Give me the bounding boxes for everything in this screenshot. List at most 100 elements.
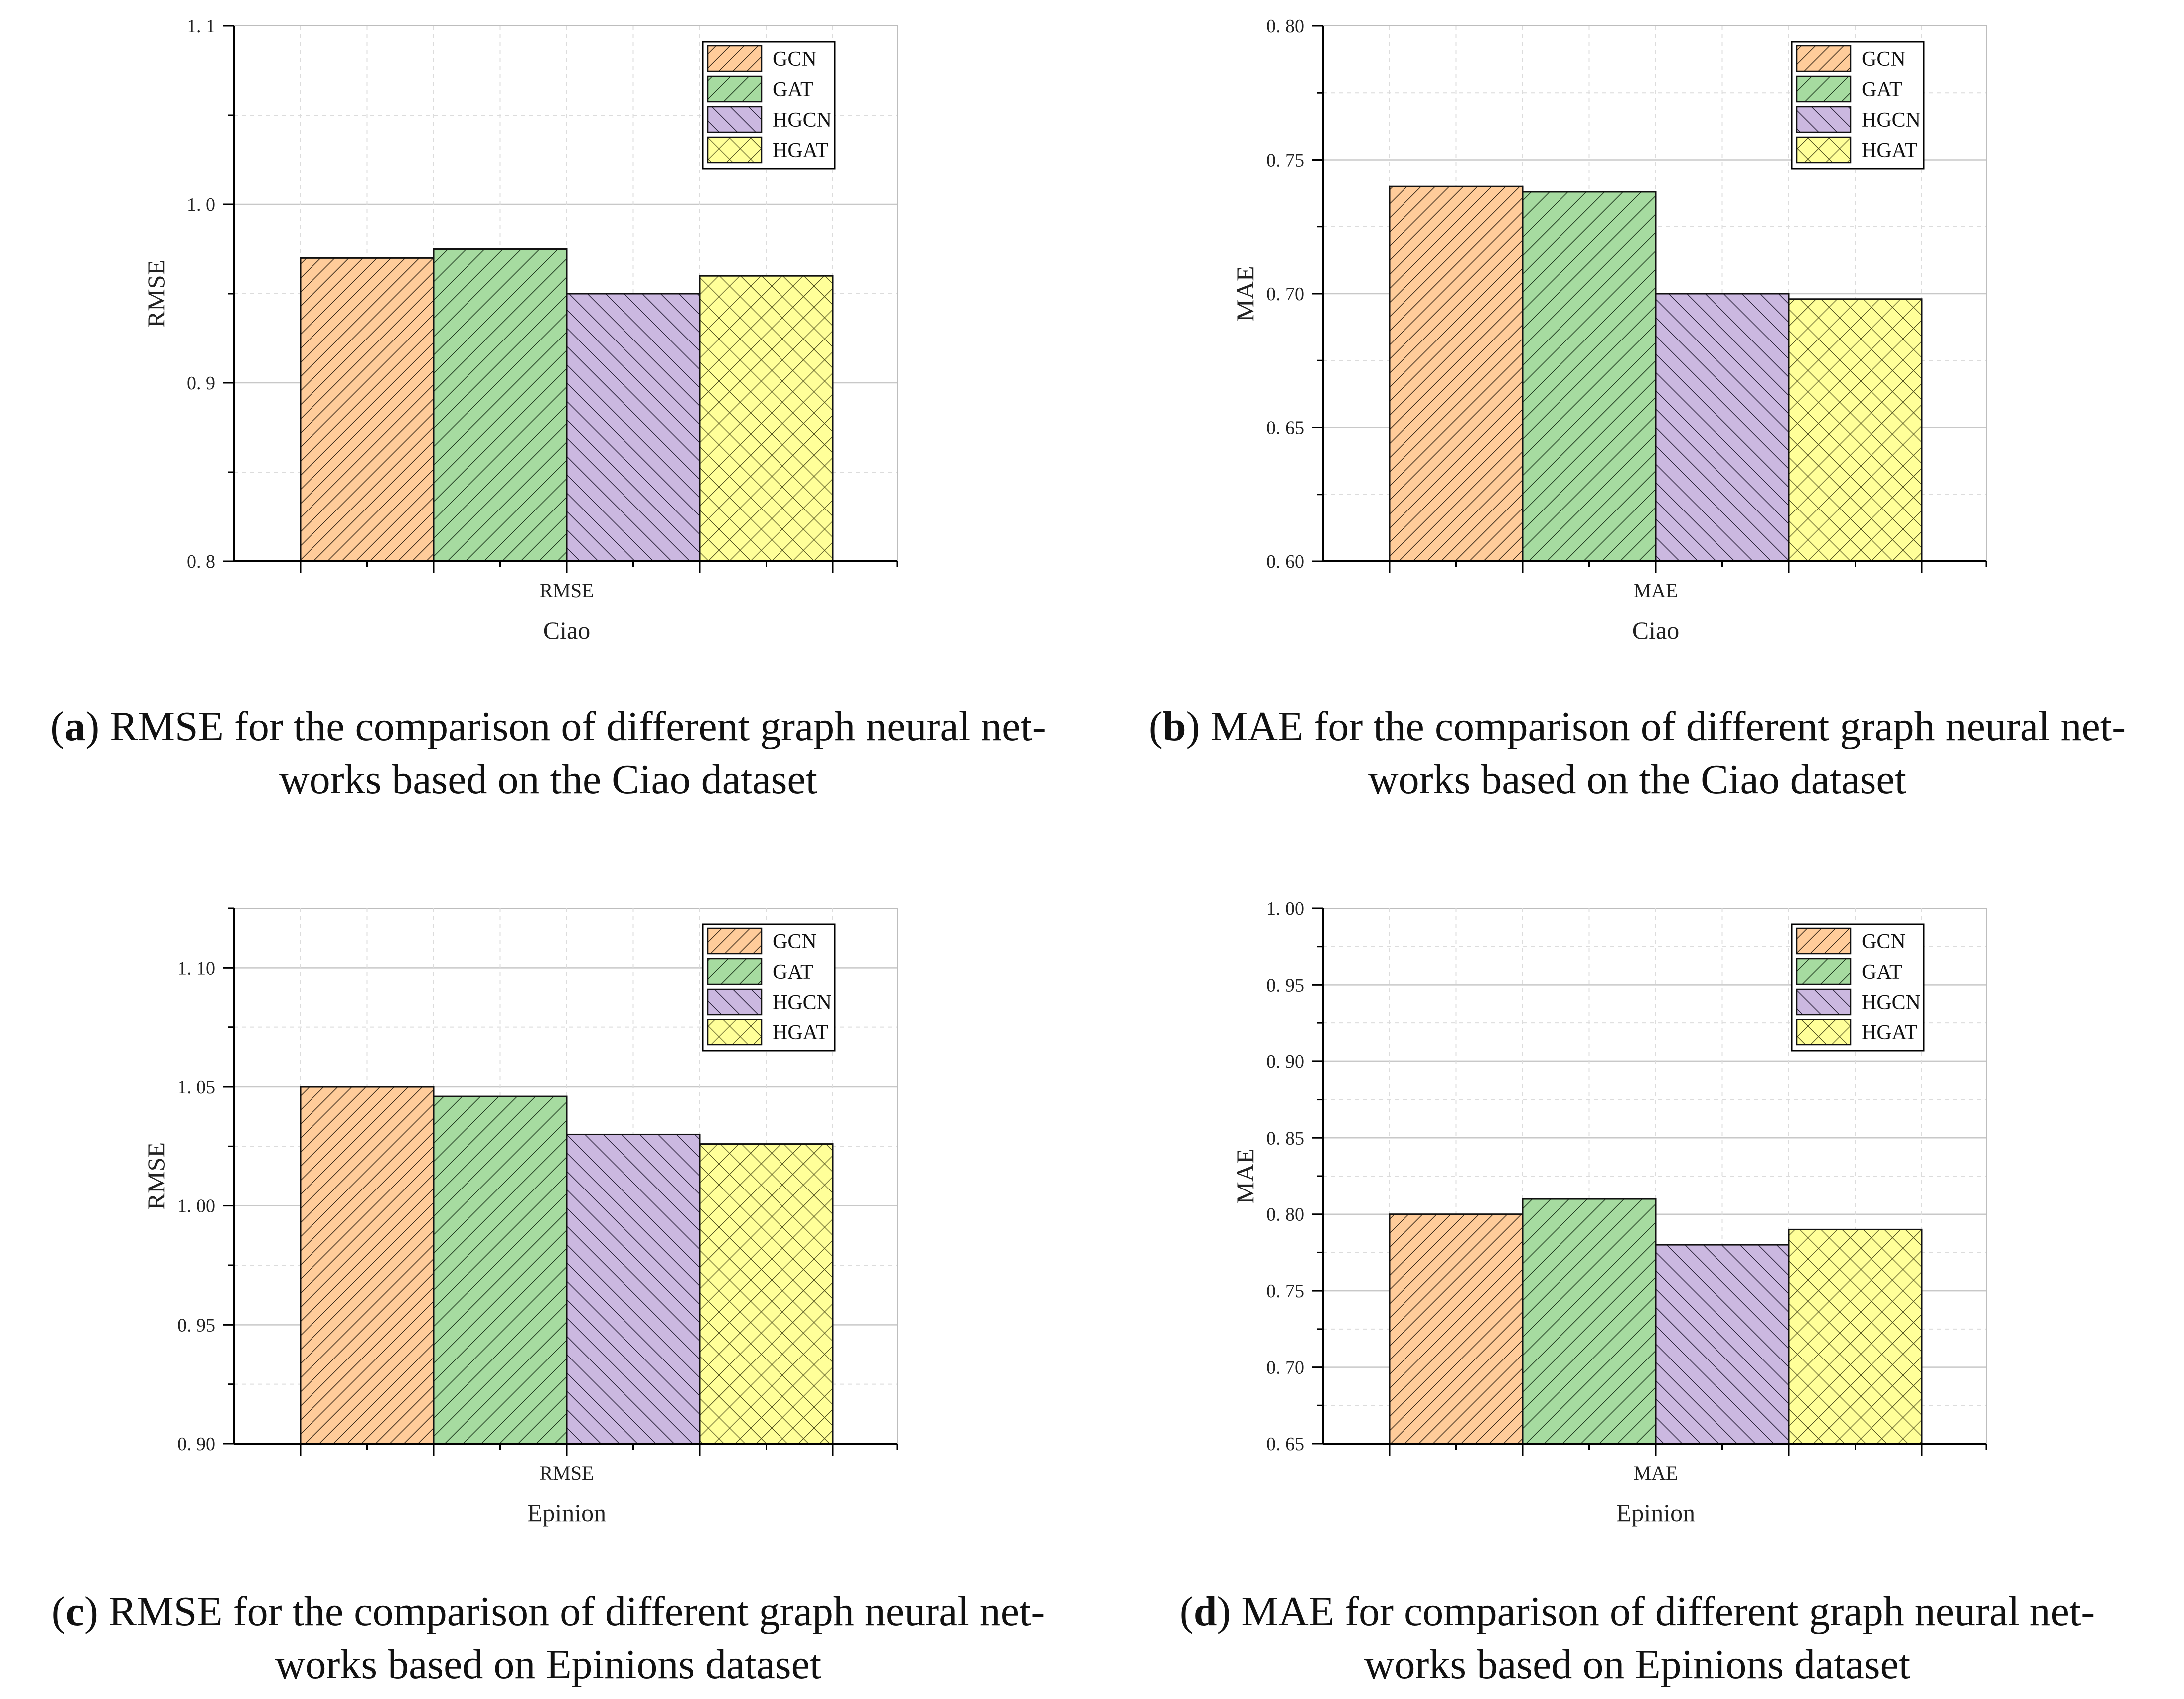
x-axis-title: Ciao: [1632, 616, 1679, 644]
bar-hgat: [699, 275, 834, 562]
legend-swatch-gat: [1796, 958, 1852, 985]
y-tick-label: 1. 1: [187, 16, 215, 37]
y-tick-label: 1. 05: [177, 1077, 215, 1098]
legend-label-hgat: HGAT: [773, 1021, 828, 1044]
bar-gcn: [300, 257, 435, 562]
legend-label-gcn: GCN: [773, 930, 817, 953]
bar-gat: [1522, 191, 1657, 562]
caption-a-line1: ) RMSE for the comparison of different g…: [85, 703, 1046, 750]
bar-hgat: [1788, 1228, 1923, 1445]
legend-label-gcn: GCN: [773, 48, 817, 71]
bar-hgcn: [1655, 1244, 1790, 1445]
y-tick-label: 1. 10: [177, 958, 215, 979]
chart-panel-a: 0. 8 0. 9 1. 0 1. 1 RMSE Ciao RMSE GCN GAT HGCN HG…: [142, 16, 898, 644]
caption-c: (c) RMSE for the comparison of different…: [51, 1588, 1045, 1688]
caption-b-line1: ) MAE for the comparison of different gr…: [1186, 703, 2126, 750]
bar-gat: [433, 1095, 568, 1445]
y-tick-label: 0. 75: [1266, 150, 1304, 171]
legend-swatch-hgcn: [707, 988, 763, 1016]
y-tick-label: 0. 95: [1266, 975, 1304, 996]
y-tick-label: 0. 80: [1266, 1204, 1304, 1225]
legend-swatch-gat: [707, 75, 763, 103]
legend-label-hgat: HGAT: [1862, 139, 1917, 162]
caption-d: (d) MAE for comparison of different grap…: [1179, 1588, 2095, 1688]
legend-swatch-gat: [1796, 75, 1852, 103]
chart-panel-c: 0. 90 0. 95 1. 00 1. 05 1. 10 RMSE Epinion RMSE…: [142, 907, 898, 1527]
y-tick-label: 0. 95: [177, 1315, 215, 1336]
legend-label-gat: GAT: [1862, 961, 1902, 984]
legend-swatch-gat: [707, 958, 763, 985]
bar-hgcn: [566, 293, 701, 562]
legend-label-gat: GAT: [773, 961, 813, 984]
bar-gat: [433, 248, 568, 562]
x-category-label: RMSE: [540, 579, 594, 602]
legend-swatch-hgcn: [1796, 988, 1852, 1016]
caption-c-letter: c: [65, 1588, 84, 1635]
x-category-label: MAE: [1634, 1462, 1678, 1484]
bar-hgcn: [566, 1133, 701, 1445]
caption-a: (a) RMSE for the comparison of different…: [50, 703, 1046, 803]
y-tick-label: 0. 75: [1266, 1281, 1304, 1302]
caption-d-line2: works based on Epinions dataset: [1364, 1641, 1911, 1688]
y-tick-label: 0. 60: [1266, 551, 1304, 572]
legend-swatch-gcn: [707, 45, 763, 72]
legend-label-hgcn: HGCN: [1862, 991, 1921, 1014]
chart-panel-d: 0. 65 0. 70 0. 75 0. 80 0. 85 0. 90 0. 95 1. 00…: [1231, 898, 1987, 1527]
y-tick-label: 0. 9: [187, 373, 215, 394]
y-tick-label: 1. 0: [187, 194, 215, 215]
caption-b: (b) MAE for the comparison of different …: [1148, 703, 2126, 803]
x-axis-title: Epinion: [1616, 1499, 1695, 1527]
legend-swatch-hgat: [1796, 1019, 1852, 1046]
caption-b-letter: b: [1162, 703, 1186, 750]
bar-gcn: [1389, 185, 1524, 562]
y-tick-label: 1. 00: [1266, 898, 1304, 919]
x-category-label: RMSE: [540, 1462, 594, 1484]
caption-d-letter: d: [1193, 1588, 1217, 1635]
legend-label-gat: GAT: [1862, 78, 1902, 101]
bar-gat: [1522, 1198, 1657, 1445]
bar-hgat: [1788, 298, 1923, 562]
caption-b-line2: works based on the Ciao dataset: [1368, 756, 1907, 803]
legend-label-gcn: GCN: [1862, 930, 1906, 953]
legend-swatch-hgcn: [1796, 106, 1852, 133]
legend-swatch-hgat: [707, 1019, 763, 1046]
x-axis-title: Epinion: [527, 1499, 606, 1527]
legend-swatch-hgcn: [707, 106, 763, 133]
y-tick-label: 0. 65: [1266, 418, 1304, 439]
legend-label-gcn: GCN: [1862, 48, 1906, 71]
caption-a-letter: a: [64, 703, 86, 750]
y-tick-label: 0. 70: [1266, 1358, 1304, 1378]
y-tick-label: 0. 70: [1266, 284, 1304, 305]
legend-swatch-hgat: [707, 136, 763, 164]
chart-panel-b: 0. 60 0. 65 0. 70 0. 75 0. 80 MAE Ciao MAE GCN GA…: [1231, 16, 1987, 644]
bar-gcn: [300, 1086, 435, 1445]
legend-swatch-gcn: [707, 927, 763, 955]
y-axis-title: RMSE: [142, 1142, 170, 1210]
caption-c-line2: works based on Epinions dataset: [275, 1641, 822, 1688]
y-tick-label: 0. 8: [187, 551, 215, 572]
y-tick-label: 0. 80: [1266, 16, 1304, 37]
y-axis-title: MAE: [1231, 266, 1259, 321]
y-axis-title: MAE: [1231, 1148, 1259, 1203]
legend-label-hgcn: HGCN: [773, 109, 832, 132]
y-tick-label: 0. 90: [177, 1434, 215, 1455]
y-tick-label: 0. 65: [1266, 1434, 1304, 1455]
legend-swatch-gcn: [1796, 45, 1852, 72]
caption-d-line1: ) MAE for comparison of different graph …: [1217, 1588, 2095, 1635]
legend-label-hgat: HGAT: [773, 139, 828, 162]
bar-hgcn: [1655, 293, 1790, 562]
x-axis-title: Ciao: [543, 616, 590, 644]
legend-label-hgcn: HGCN: [1862, 109, 1921, 132]
legend-label-hgcn: HGCN: [773, 991, 832, 1014]
x-category-label: MAE: [1634, 579, 1678, 602]
y-tick-label: 0. 85: [1266, 1128, 1304, 1149]
bar-gcn: [1389, 1213, 1524, 1445]
legend-swatch-hgat: [1796, 136, 1852, 164]
y-axis-title: RMSE: [142, 260, 170, 328]
y-tick-label: 1. 00: [177, 1196, 215, 1217]
y-tick-label: 0. 90: [1266, 1051, 1304, 1072]
legend-label-hgat: HGAT: [1862, 1021, 1917, 1044]
legend-label-gat: GAT: [773, 78, 813, 101]
caption-a-line2: works based on the Ciao dataset: [279, 756, 818, 803]
